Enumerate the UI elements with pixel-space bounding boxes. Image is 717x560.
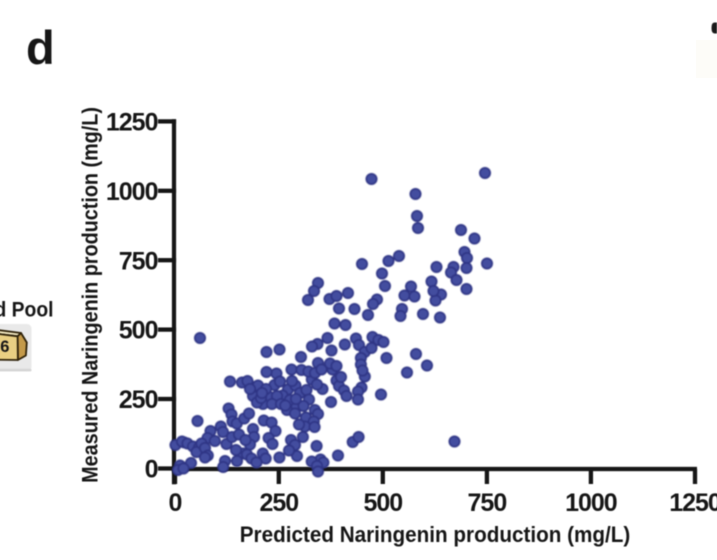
svg-text:1250: 1250 — [669, 489, 717, 517]
svg-text:1000: 1000 — [106, 178, 158, 206]
svg-text:0: 0 — [145, 456, 158, 484]
svg-text:500: 500 — [119, 317, 158, 345]
svg-text:750: 750 — [119, 247, 158, 275]
svg-text:d Pool: d Pool — [0, 299, 53, 322]
svg-text:Predicted Naringenin productio: Predicted Naringenin production (mg/L) — [240, 522, 631, 547]
svg-text:500: 500 — [363, 489, 402, 517]
svg-text:Measured Naringenin production: Measured Naringenin production (mg/L) — [79, 107, 103, 483]
svg-text:6: 6 — [0, 338, 9, 356]
svg-text:0: 0 — [169, 489, 182, 517]
svg-text:1000: 1000 — [565, 489, 617, 517]
svg-text:250: 250 — [119, 386, 158, 414]
svg-text:d: d — [26, 21, 55, 74]
svg-text:750: 750 — [468, 489, 507, 517]
svg-text:1250: 1250 — [106, 109, 158, 137]
svg-text:250: 250 — [259, 489, 298, 517]
